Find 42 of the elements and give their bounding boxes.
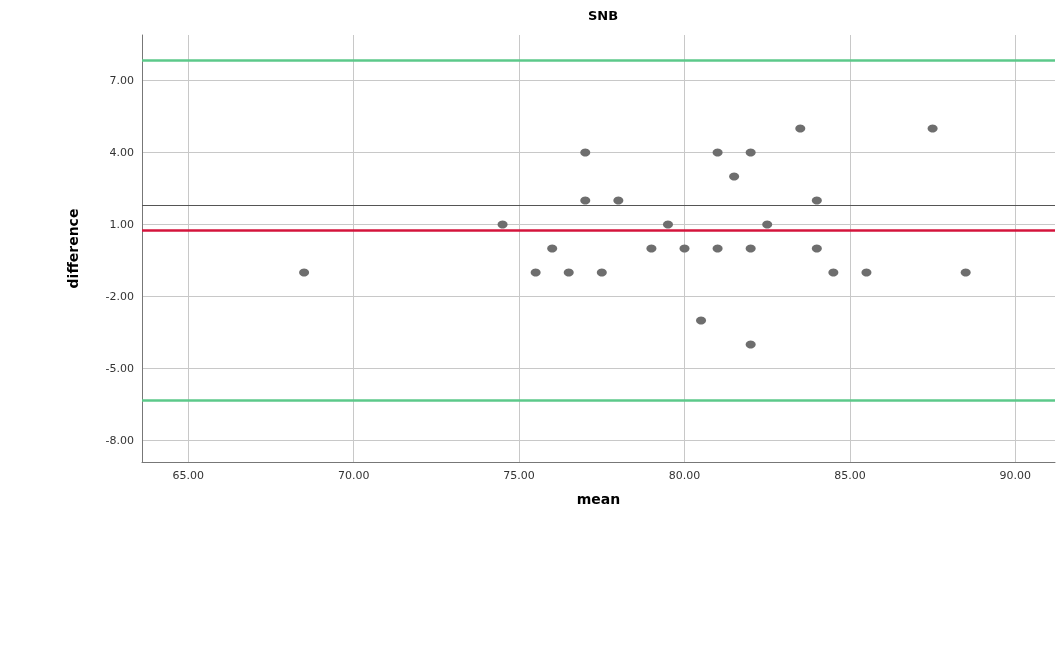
point [696, 316, 707, 325]
point [960, 268, 971, 277]
x-tick-label: 90.00 [999, 469, 1032, 482]
point [679, 244, 690, 253]
point [646, 244, 657, 253]
y-tick-label: -5.00 [105, 361, 134, 375]
point [828, 268, 839, 277]
point [712, 148, 723, 157]
x-tick-label: 85.00 [834, 469, 866, 482]
point [745, 148, 756, 157]
point [662, 220, 673, 229]
point [497, 220, 508, 229]
point [745, 340, 756, 349]
x-tick-label: 80.00 [668, 469, 701, 482]
y-tick-label: 1.00 [109, 218, 134, 232]
point [729, 172, 740, 181]
y-axis-title: difference [65, 208, 81, 289]
point [580, 196, 591, 205]
x-tick-label: 70.00 [337, 469, 370, 482]
point [861, 268, 872, 277]
y-tick-label: -2.00 [105, 289, 134, 303]
point [762, 220, 773, 229]
y-tick-label: -8.00 [105, 433, 134, 447]
point [811, 244, 822, 253]
x-tick-label: 65.00 [172, 469, 205, 482]
x-axis-title: mean [576, 491, 621, 507]
point [795, 124, 806, 133]
point [613, 196, 624, 205]
point [530, 268, 541, 277]
x-tick-label: 75.00 [503, 469, 535, 482]
chart-title: SNB [587, 8, 619, 23]
y-tick-label: 7.00 [109, 74, 134, 88]
point [712, 244, 723, 253]
point [580, 148, 591, 157]
point [811, 196, 822, 205]
point [745, 244, 756, 253]
point [596, 268, 607, 277]
y-tick-label: 4.00 [109, 146, 134, 160]
point [927, 124, 938, 133]
point [547, 244, 558, 253]
point [299, 268, 310, 277]
point [563, 268, 574, 277]
